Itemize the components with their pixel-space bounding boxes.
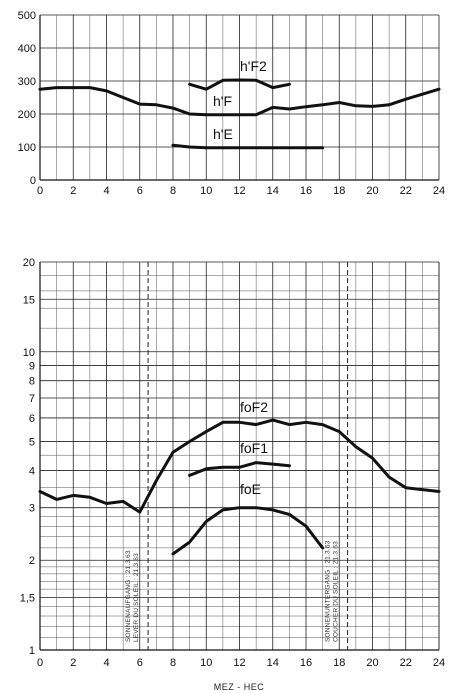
bottom-y-tick-label: 7: [29, 393, 35, 405]
bottom-y-tick-label: 1,5: [20, 592, 35, 604]
label-hF2: h'F2: [240, 58, 267, 74]
bottom-x-tick-label: 16: [300, 657, 312, 669]
bottom-y-tick-label: 10: [23, 347, 35, 359]
bottom-y-tick-label: 2: [29, 555, 35, 567]
bottom-y-tick-label: 4: [29, 465, 35, 477]
bottom-x-tick-label: 24: [433, 657, 445, 669]
bottom-x-tick-label: 12: [233, 657, 245, 669]
top-axes: [39, 15, 439, 181]
bottom-x-tick-label: 4: [103, 657, 109, 669]
series-line-hF2: [188, 78, 291, 91]
series-line-foE: [171, 506, 325, 556]
top-x-tick-label: 24: [433, 185, 445, 197]
bottom-series: [38, 418, 441, 556]
top-x-tick-label: 22: [400, 185, 412, 197]
series-line-foF2: [38, 418, 441, 514]
bottom-y-tick-label: 8: [29, 376, 35, 388]
top-x-tick-label: 2: [70, 185, 76, 197]
top-y-tick-label: 200: [18, 109, 36, 121]
bottom-x-tick-label: 14: [267, 657, 279, 669]
series-line-hE: [171, 143, 325, 150]
bottom-axes: [39, 262, 440, 651]
top-x-tick-label: 8: [170, 185, 176, 197]
bottom-x-tick-label: 18: [333, 657, 345, 669]
top-curve-labels: h'F2 h'F h'E: [213, 58, 267, 142]
bottom-x-tick-label: 10: [200, 657, 212, 669]
sun-event-label: SONNENUNTERGANG : 21.3.63: [325, 540, 332, 642]
bottom-x-tick-label: 20: [366, 657, 378, 669]
bottom-curve-labels: foF2 foF1 foE: [240, 399, 268, 497]
sun-event-label: SONNENAUFGANG : 21.3.63: [125, 550, 132, 642]
label-foF1: foF1: [240, 440, 268, 456]
top-y-tick-label: 400: [18, 43, 36, 55]
top-x-tick-label: 0: [37, 185, 43, 197]
top-y-tick-label: 0: [30, 175, 36, 187]
top-x-tick-label: 16: [300, 185, 312, 197]
sun-events: SONNENAUFGANG : 21.3.63 LEVER DU SOLEIL :…: [125, 262, 349, 650]
bottom-x-tick-label: 0: [37, 657, 43, 669]
top-x-tick-label: 20: [366, 185, 378, 197]
bottom-x-tick-label: 22: [400, 657, 412, 669]
top-x-tick-label: 4: [103, 185, 109, 197]
label-foF2: foF2: [240, 399, 268, 415]
top-y-tick-label: 300: [18, 76, 36, 88]
bottom-x-tick-label: 8: [170, 657, 176, 669]
series-line-foF1: [188, 461, 291, 477]
top-x-tick-label: 14: [267, 185, 279, 197]
top-x-tick-label: 6: [137, 185, 143, 197]
label-hE: h'E: [213, 126, 233, 142]
bottom-y-tick-label: 6: [29, 413, 35, 425]
bottom-x-tick-label: 6: [137, 657, 143, 669]
bottom-x-tick-label: 2: [70, 657, 76, 669]
bottom-y-tick-label: 3: [29, 503, 35, 515]
bottom-y-tick-label: 9: [29, 360, 35, 372]
bottom-y-tick-label: 5: [29, 437, 35, 449]
sun-event-label: COUCHER DU SOLEIL : 21.3.63: [333, 541, 340, 642]
sun-event-label: LEVER DU SOLEIL : 21.3.63: [133, 553, 140, 642]
bottom-y-tick-label: 1: [29, 645, 35, 657]
top-x-tick-label: 10: [200, 185, 212, 197]
series-line-hF: [38, 86, 441, 117]
bottom-y-tick-label: 15: [23, 294, 35, 306]
top-series: [38, 78, 441, 150]
x-axis-label: MEZ - HEC: [214, 682, 265, 692]
bottom-y-tick-label: 20: [23, 257, 35, 269]
top-x-tick-label: 18: [333, 185, 345, 197]
label-foE: foE: [240, 481, 261, 497]
top-y-tick-label: 100: [18, 142, 36, 154]
top-y-tick-label: 500: [18, 10, 36, 22]
top-x-tick-label: 12: [233, 185, 245, 197]
label-hF: h'F: [213, 93, 232, 109]
